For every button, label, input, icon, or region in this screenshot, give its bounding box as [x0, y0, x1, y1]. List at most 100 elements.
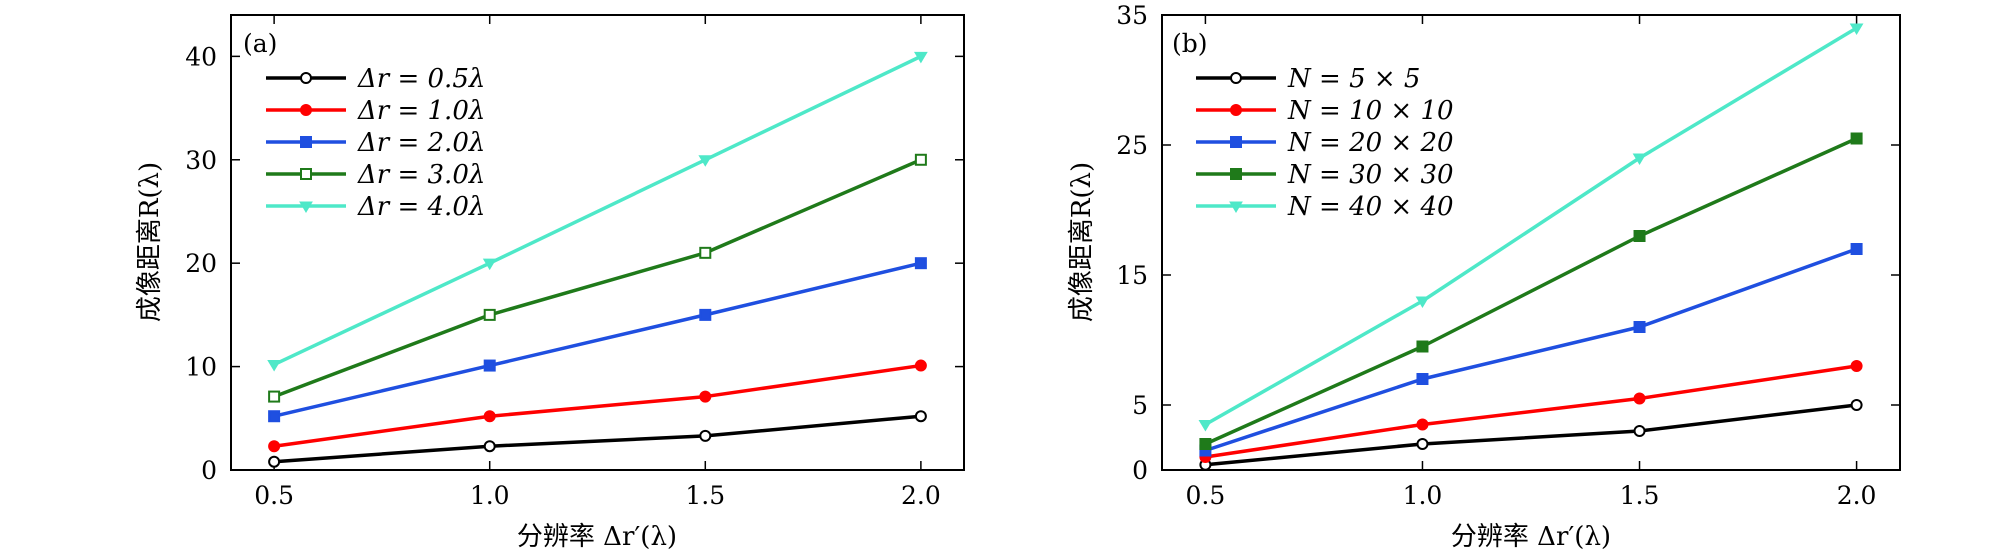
y-axis-label: 成像距离R(λ) [135, 162, 165, 322]
data-point [699, 390, 712, 403]
series-line-1 [273, 414, 922, 464]
x-tick-label: 2.0 [1837, 481, 1877, 510]
data-point [1850, 360, 1863, 372]
legend-marker [1229, 201, 1243, 213]
x-ticks: 0.5 1.0 1.5 2.0 [254, 15, 941, 510]
y-ticks: 0 10 20 30 40 [185, 42, 964, 485]
legend-marker [300, 104, 312, 116]
series-markers [267, 51, 928, 468]
data-point [1416, 438, 1429, 450]
x-tick-label: 1.0 [470, 481, 510, 510]
data-point [699, 308, 712, 321]
legend-marker [300, 72, 312, 84]
legend-marker [1230, 168, 1242, 180]
panel-label: (b) [1172, 29, 1208, 58]
legend-label: N = 10 × 10 [1287, 96, 1454, 126]
legend-marker [300, 136, 312, 148]
y-tick-label: 10 [185, 353, 217, 382]
data-point [1632, 153, 1647, 165]
legend-label: Δr = 1.0λ [357, 96, 485, 126]
y-tick-label: 35 [1116, 1, 1148, 30]
data-point [1416, 418, 1429, 431]
y-tick-label: 0 [201, 456, 217, 485]
data-point [1633, 321, 1646, 333]
data-point [482, 258, 497, 271]
series-line-1 [1205, 403, 1857, 467]
series-line-2 [1205, 364, 1857, 459]
data-point [698, 155, 713, 167]
legend-marker [1230, 104, 1242, 116]
plot-frame [1161, 14, 1901, 471]
data-point [483, 410, 496, 423]
data-point [268, 410, 281, 423]
data-point [914, 257, 927, 270]
data-point [1199, 438, 1212, 450]
data-point [1850, 399, 1863, 411]
data-point [1198, 420, 1213, 432]
legend-label: Δr = 2.0λ [357, 128, 485, 158]
y-tick-label: 20 [185, 249, 217, 278]
data-point [913, 51, 928, 64]
series-line-4 [1204, 136, 1858, 446]
series-line-5 [273, 54, 922, 367]
series-line-2 [273, 363, 922, 448]
x-ticks: 0.5 1.0 1.5 2.0 [1186, 15, 1877, 510]
x-tick-label: 0.5 [1186, 481, 1226, 510]
series-line-4 [273, 158, 922, 399]
data-point [699, 429, 712, 442]
legend-label: Δr = 0.5λ [357, 64, 485, 94]
data-point [1850, 132, 1863, 145]
x-tick-label: 1.5 [685, 481, 725, 510]
legend-marker [1230, 72, 1242, 84]
data-point [483, 359, 496, 372]
y-tick-label: 40 [185, 42, 217, 71]
legend-label: N = 40 × 40 [1287, 192, 1454, 222]
data-point [483, 440, 496, 453]
x-tick-label: 1.0 [1403, 481, 1443, 510]
data-point [914, 359, 927, 372]
legend-label: Δr = 4.0λ [357, 192, 485, 222]
data-point [268, 455, 281, 468]
data-point [1415, 296, 1430, 308]
y-axis-label: 成像距离R(λ) [1067, 162, 1097, 322]
legend: N = 5 × 5N = 10 × 10N = 20 × 20N = 30 × … [1196, 64, 1454, 222]
x-axis-label: 分辨率 Δr′(λ) [517, 522, 677, 552]
legend-marker [1230, 136, 1242, 148]
data-point [699, 246, 712, 259]
plot-frame [230, 14, 965, 471]
data-point [268, 440, 281, 453]
legend-marker [300, 168, 312, 180]
series-line-3 [1204, 247, 1858, 453]
x-tick-label: 0.5 [254, 481, 294, 510]
x-tick-label: 2.0 [901, 481, 941, 510]
data-point [1849, 23, 1864, 35]
series-line-3 [273, 261, 922, 418]
data-point [1416, 373, 1429, 385]
data-point [1633, 392, 1646, 405]
data-point [914, 153, 927, 166]
y-ticks: 0 5 15 25 35 [1116, 1, 1900, 485]
data-point [1633, 230, 1646, 242]
data-point [1416, 340, 1429, 353]
y-tick-label: 5 [1132, 391, 1148, 420]
data-point [914, 410, 927, 423]
legend-label: N = 5 × 5 [1287, 64, 1420, 94]
y-tick-label: 15 [1116, 261, 1148, 290]
data-point [1850, 243, 1863, 255]
series-line-5 [1204, 26, 1858, 427]
data-point [267, 360, 282, 372]
legend-label: N = 20 × 20 [1287, 128, 1454, 158]
y-tick-label: 0 [1132, 456, 1148, 485]
chart-panel-b: 0.5 1.0 1.5 2.0 0 5 15 25 35 (b) N = 5 × 5N = 1… [1067, 1, 1901, 552]
x-axis-label: 分辨率 Δr′(λ) [1451, 522, 1611, 552]
series-lines [1204, 26, 1858, 467]
series-markers [1198, 23, 1864, 471]
data-point [268, 390, 281, 403]
panel-label: (a) [243, 29, 277, 58]
data-point [1633, 425, 1646, 437]
legend-marker [299, 201, 313, 213]
y-tick-label: 25 [1116, 131, 1148, 160]
